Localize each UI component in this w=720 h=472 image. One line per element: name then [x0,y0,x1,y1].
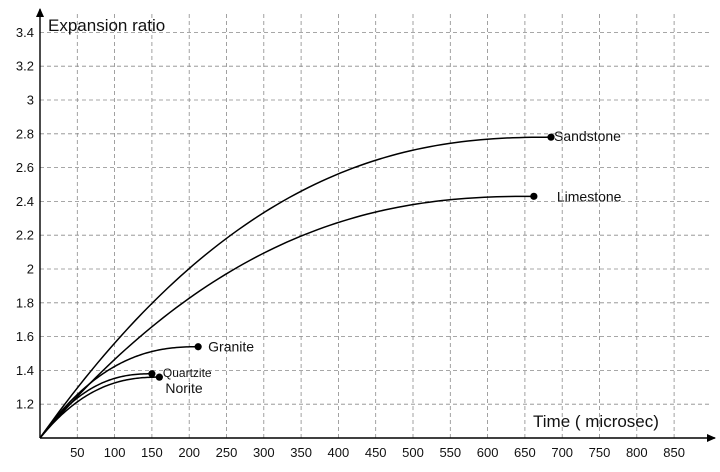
end-point-norite [155,373,163,381]
y-tick-label: 1.6 [16,329,34,344]
y-tick-label: 3.4 [16,25,34,40]
axes [36,8,716,442]
x-tick-label: 400 [328,445,350,460]
x-tick-label: 700 [551,445,573,460]
y-tick-label: 2.6 [16,160,34,175]
x-tick-label: 200 [178,445,200,460]
x-tick-label: 550 [439,445,461,460]
x-tick-label: 150 [141,445,163,460]
series-line-sandstone [39,136,552,439]
y-tick-label: 2.4 [16,194,34,209]
end-point-limestone [530,192,538,200]
x-axis-title: Time ( microsec) [533,412,659,431]
series-line-norite [39,376,160,439]
x-tick-label: 100 [104,445,126,460]
y-tick-label: 1.4 [16,363,34,378]
x-tick-label: 300 [253,445,275,460]
tick-labels: 50 100 150 200 250 300 350 400 450 500 550 600 650 70… [16,25,685,460]
x-tick-label: 450 [365,445,387,460]
x-tick-label: 850 [663,445,685,460]
y-tick-label: 1.8 [16,295,34,310]
x-tick-label: 350 [290,445,312,460]
series-label-norite: Norite [165,380,203,396]
x-tick-label: 600 [477,445,499,460]
series-line-quartzite [39,373,152,439]
y-tick-label: 2.8 [16,126,34,141]
x-tick-label: 250 [216,445,238,460]
y-tick-label: 2 [27,262,34,277]
x-tick-label: 650 [514,445,536,460]
x-tick-label: 750 [589,445,611,460]
y-tick-label: 1.2 [16,397,34,412]
x-tick-label: 500 [402,445,424,460]
x-tick-label: 50 [70,445,84,460]
series-line-limestone [39,195,534,439]
y-tick-label: 2.2 [16,228,34,243]
series-label-granite: Granite [208,339,254,355]
x-tick-label: 800 [626,445,648,460]
end-point-quartzite [148,370,156,378]
series-label-quartzite: Quartzite [163,366,212,380]
series-line-granite [39,345,199,439]
y-tick-label: 3.2 [16,59,34,74]
y-tick-label: 3 [27,93,34,108]
series-label-sandstone: Sandstone [554,128,621,144]
y-axis-title: Expansion ratio [48,16,165,35]
end-point-sandstone [547,133,555,141]
series-label-limestone: Limestone [557,188,622,204]
end-point-granite [194,343,202,351]
grid [40,13,709,438]
